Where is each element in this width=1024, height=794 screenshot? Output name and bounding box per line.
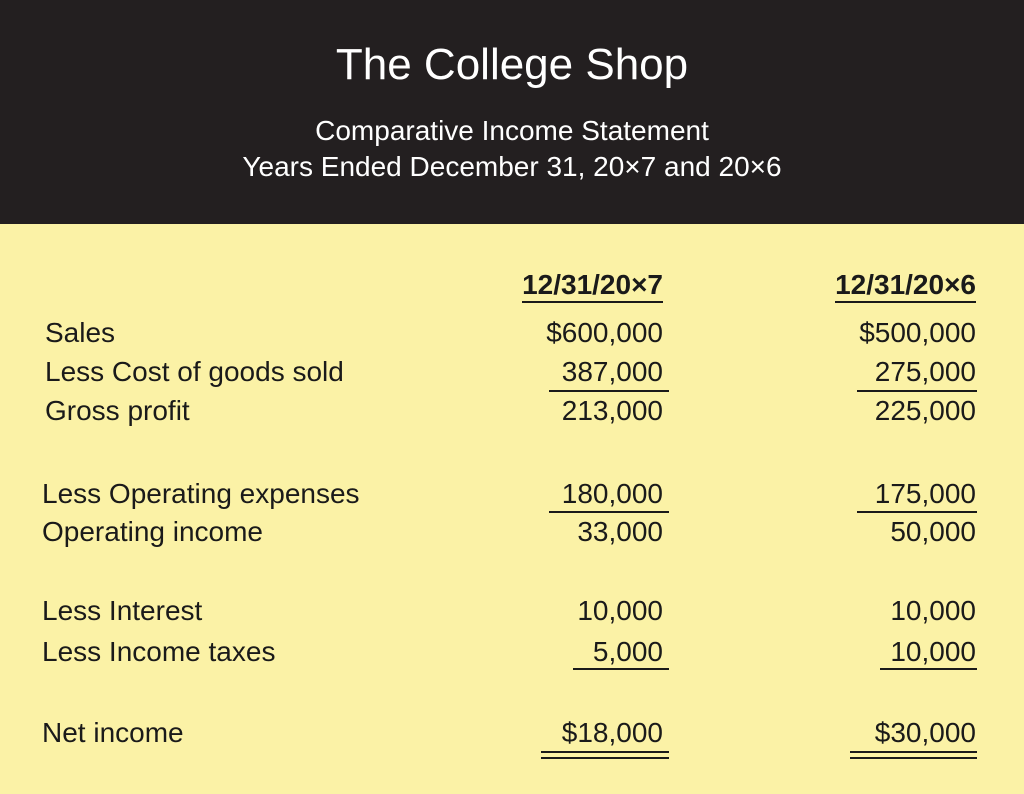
value-interest-20x6: 10,000	[890, 595, 976, 626]
value-income-taxes-20x7: 5,000	[592, 636, 663, 667]
value-income-taxes-20x6: 10,000	[890, 636, 976, 667]
value-net-income-20x7: $18,000	[561, 717, 663, 748]
subtotal-rule	[549, 390, 669, 392]
statement-period: Years Ended December 31, 20×7 and 20×6	[242, 151, 782, 182]
value-operating-income-20x7: 33,000	[577, 516, 663, 547]
value-sales-20x7: $600,000	[546, 317, 663, 348]
statement-subtitle: Comparative Income Statement	[315, 115, 709, 146]
row-label-operating-expenses: Less Operating expenses	[42, 478, 360, 509]
column-header-20x7: 12/31/20×7	[522, 268, 663, 303]
total-double-rule	[541, 751, 669, 753]
value-net-income-20x6: $30,000	[874, 717, 976, 748]
row-label-cogs: Less Cost of goods sold	[45, 356, 344, 387]
column-header-20x6: 12/31/20×6	[835, 268, 976, 303]
value-sales-20x6: $500,000	[859, 317, 976, 348]
total-double-rule	[541, 757, 669, 759]
total-double-rule	[850, 757, 977, 759]
row-label-income-taxes: Less Income taxes	[42, 636, 276, 667]
page-title: The College Shop	[335, 40, 689, 89]
total-double-rule	[850, 751, 977, 753]
row-label-gross-profit: Gross profit	[45, 395, 190, 426]
row-label-operating-income: Operating income	[42, 516, 264, 547]
value-interest-20x7: 10,000	[577, 595, 663, 626]
statement-header: The College Shop Comparative Income Stat…	[0, 0, 1024, 224]
subtotal-rule	[573, 668, 669, 670]
row-label-interest: Less Interest	[42, 595, 203, 626]
subtotal-rule	[857, 390, 977, 392]
subtotal-rule	[549, 511, 669, 513]
value-cogs-20x6: 275,000	[874, 356, 976, 387]
value-gross-profit-20x6: 225,000	[874, 395, 976, 426]
value-operating-expenses-20x6: 175,000	[874, 478, 976, 509]
row-label-net-income: Net income	[42, 717, 184, 748]
row-label-sales: Sales	[45, 317, 116, 348]
value-cogs-20x7: 387,000	[561, 356, 663, 387]
value-gross-profit-20x7: 213,000	[561, 395, 663, 426]
value-operating-expenses-20x7: 180,000	[561, 478, 663, 509]
subtotal-rule	[880, 668, 977, 670]
subtotal-rule	[857, 511, 977, 513]
value-operating-income-20x6: 50,000	[890, 516, 976, 547]
